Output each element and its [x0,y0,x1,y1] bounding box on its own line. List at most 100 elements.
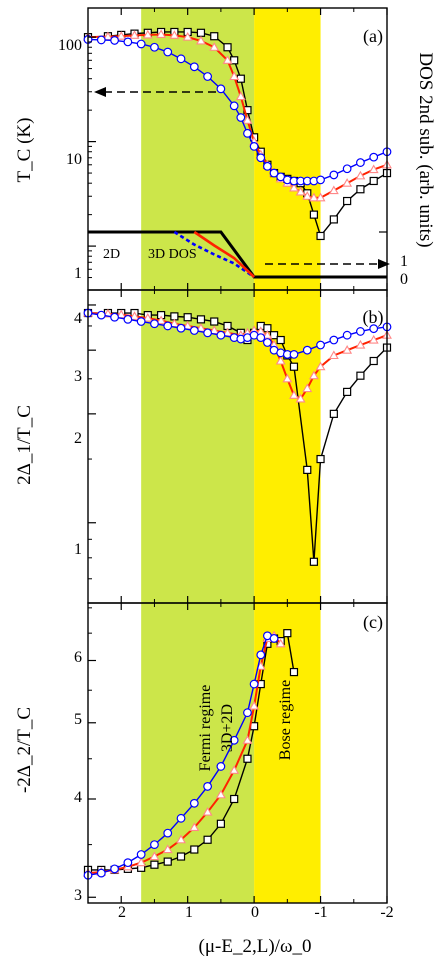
data-point [302,345,312,355]
data-point [222,55,233,64]
data-point [129,30,140,39]
data-point [176,834,186,844]
data-point [308,370,319,380]
data-point [263,161,272,171]
data-point [309,210,319,219]
data-point [283,629,292,638]
data-point [243,128,252,138]
y-tick-label: 6 [74,649,82,666]
x-axis-label: (μ-E_2,L)/ω_0 [199,936,312,957]
data-point [289,362,299,371]
dos-curve [173,230,255,279]
data-point [269,634,279,643]
data-point [329,170,339,180]
data-point [110,36,119,45]
panel-label-b: (b) [363,307,384,328]
data-point [309,557,319,566]
data-point [96,35,106,45]
data-point [162,844,173,854]
data-point [123,37,133,47]
data-point [295,393,306,403]
data-point [216,762,226,771]
x-tick-label: -1 [314,904,327,921]
dos-curves [88,230,387,279]
data-point [329,215,338,224]
data-point [215,789,226,799]
data-point [150,42,159,52]
data-point [316,340,325,350]
data-point [328,185,339,195]
data-point [203,835,212,844]
data-point [343,196,352,206]
y-tick-label: 3 [74,368,82,385]
data-point [328,350,339,360]
data-point [136,39,146,49]
data-point [156,29,167,39]
data-point [315,192,326,202]
data-point [182,32,193,41]
data-point [230,56,239,65]
data-point [216,330,226,340]
y-tick-labels-a: 100 10 1 1 0 [58,37,408,288]
data-point [355,339,366,349]
data-point [163,321,173,331]
data-point [275,638,286,648]
data-point [176,323,186,333]
dos-curve [193,230,256,278]
data-point [116,31,127,40]
data-point [243,754,252,763]
data-point [289,350,299,359]
y-tick-label: 4 [74,310,82,327]
data-point [110,864,119,874]
data-point [276,335,285,345]
data-point [289,182,299,192]
y-tick-label: 100 [58,37,82,54]
data-point [150,319,159,329]
data-point [96,868,106,878]
data-point [210,317,219,326]
data-point [176,852,186,861]
data-point [242,735,253,744]
data-point [229,765,240,774]
data-point [229,735,239,745]
data-point [256,153,266,163]
data-point [210,32,219,41]
data-point [256,333,266,342]
regime-shading [141,8,321,903]
y-axis-label-c: -2Δ_2/T_C [14,707,35,793]
data-point [110,312,119,322]
data-point [263,338,272,347]
y-tick-label: 1 [74,541,82,558]
data-point [329,335,339,345]
y-tick-label: 10 [66,151,82,168]
data-point [216,819,225,828]
panel-label-c: (c) [363,612,383,633]
data-point [315,361,326,371]
data-point [196,35,206,45]
data-point [316,175,325,185]
regime-label-3d2d: 3D+2D [219,704,236,752]
data-point [189,798,199,808]
data-point [189,62,199,72]
data-point [163,828,173,838]
data-point [369,356,378,366]
data-point [176,54,186,64]
data-point [368,164,379,174]
y-tick-labels-b: 4 3 2 1 [74,310,82,558]
shaded-region [254,8,321,903]
data-point [123,858,133,868]
data-point [202,806,213,816]
y-tick-label: 3 [74,887,82,904]
data-point [256,650,266,660]
data-point [163,47,173,57]
axes-frame [87,602,388,904]
data-point [289,667,299,677]
data-point [235,91,246,101]
y-tick-label-right: 1 [400,253,408,270]
data-point [302,191,313,200]
data-point [249,701,260,710]
y-tick-label: 5 [74,711,82,728]
data-point [316,454,325,464]
y-tick-label-right: 0 [400,271,408,288]
data-point [329,409,338,418]
